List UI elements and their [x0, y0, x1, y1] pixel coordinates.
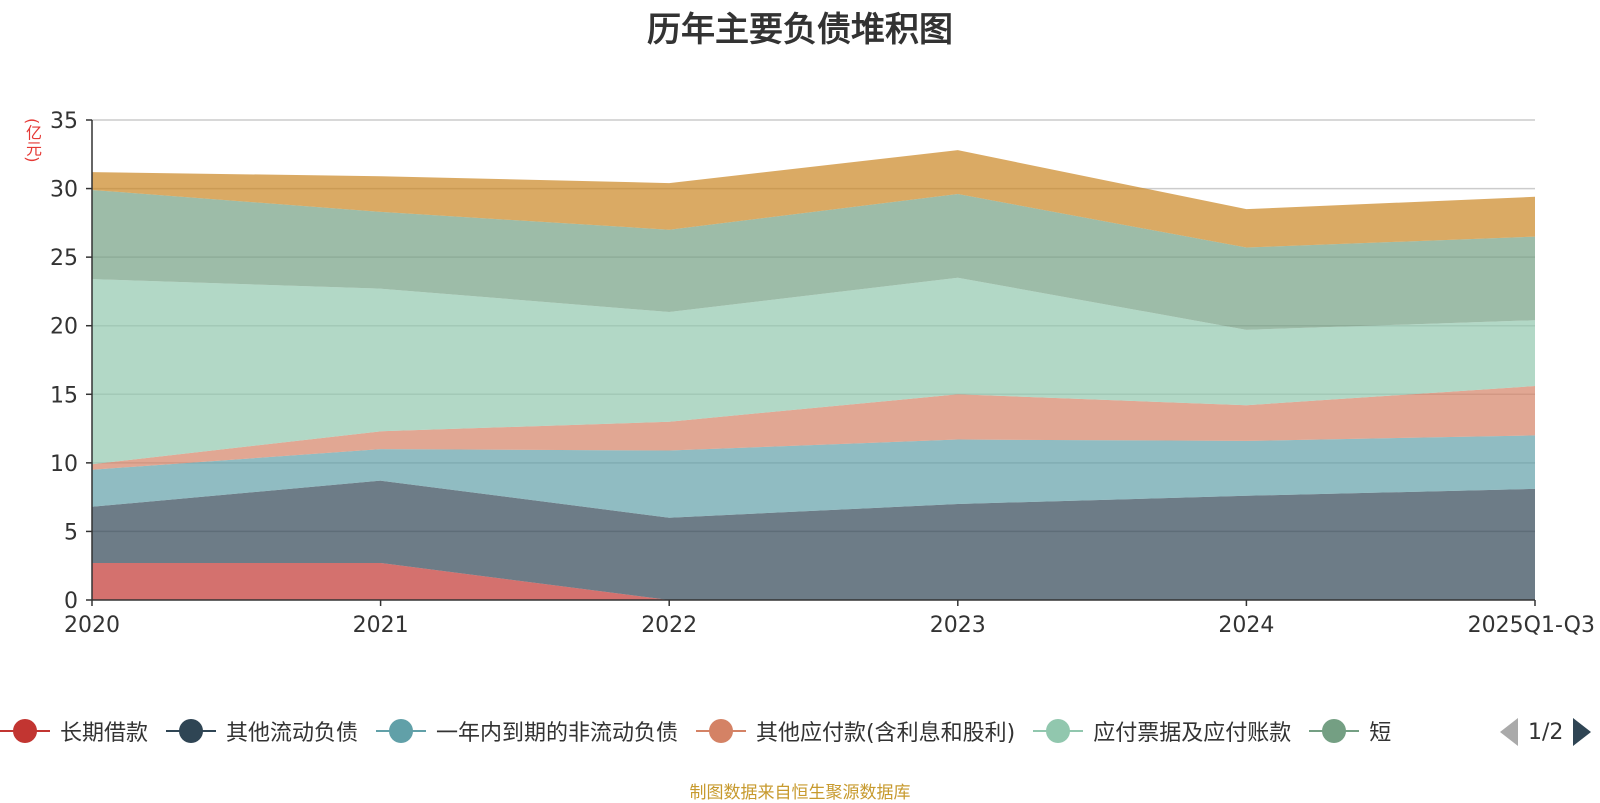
x-tick-label: 2024 — [1218, 613, 1274, 638]
x-tick-labels: 2020 2021 2022 2023 2024 2025Q1-Q3 — [64, 613, 1595, 638]
y-tick-label: 20 — [50, 315, 78, 340]
y-tick-label: 10 — [50, 452, 78, 477]
legend-label: 长期借款 — [60, 721, 149, 746]
legend-label: 应付票据及应付账款 — [1093, 721, 1292, 746]
y-tick-label: 35 — [50, 109, 78, 134]
legend: 长期借款 其他流动负债 一年内到期的非流动负债 其他应付款(含利息和股利) 应付票据及应… — [0, 715, 1480, 749]
legend-item[interactable]: 短 — [1309, 715, 1391, 747]
legend-pager: 1/2 — [1500, 715, 1592, 749]
legend-marker-icon — [376, 718, 427, 744]
area-series-3[interactable] — [92, 435, 1535, 518]
axes — [86, 119, 1536, 606]
y-tick-label: 5 — [64, 520, 78, 545]
stacked-area-chart: 0 5 10 15 20 25 30 35 2020 2021 2022 2023 2024 2025Q… — [50, 109, 1595, 638]
x-tick-label: 2020 — [64, 613, 120, 638]
x-tick-label: 2021 — [353, 613, 409, 638]
legend-item[interactable]: 应付票据及应付账款 — [1033, 715, 1291, 747]
area-series-4[interactable] — [92, 386, 1535, 470]
y-tick-label: 15 — [50, 383, 78, 408]
area-series-6[interactable] — [92, 189, 1535, 330]
legend-item[interactable]: 一年内到期的非流动负债 — [376, 715, 678, 747]
y-tick-label: 25 — [50, 246, 78, 271]
y-axis-unit: (亿元) — [23, 118, 42, 163]
legend-marker-icon — [1309, 718, 1360, 744]
area-layers — [92, 150, 1535, 600]
legend-prev-page-icon[interactable] — [1500, 718, 1518, 746]
legend-marker-icon — [696, 718, 747, 744]
legend-marker-icon — [0, 718, 50, 744]
x-tick-label: 2025Q1-Q3 — [1468, 613, 1595, 638]
y-tick-label: 30 — [50, 178, 78, 203]
legend-marker-icon — [166, 718, 217, 744]
legend-next-page-icon[interactable] — [1573, 718, 1592, 746]
x-tick-label: 2022 — [641, 613, 697, 638]
legend-label: 其他应付款(含利息和股利) — [756, 721, 1016, 746]
area-series-7[interactable] — [92, 150, 1535, 248]
y-tick-label: 0 — [64, 589, 78, 614]
legend-label: 其他流动负债 — [226, 721, 359, 746]
data-source-note: 制图数据来自恒生聚源数据库 — [689, 783, 911, 803]
legend-item[interactable]: 其他流动负债 — [166, 715, 358, 747]
area-series-5[interactable] — [92, 277, 1535, 465]
y-tick-labels: 0 5 10 15 20 25 30 35 — [50, 109, 78, 614]
legend-label: 短 — [1369, 721, 1392, 746]
legend-marker-icon — [1033, 718, 1084, 744]
legend-item[interactable]: 其他应付款(含利息和股利) — [696, 715, 1015, 747]
x-tick-label: 2023 — [930, 613, 986, 638]
legend-label: 一年内到期的非流动负债 — [436, 721, 679, 746]
legend-item[interactable]: 长期借款 — [0, 715, 148, 747]
chart-title: 历年主要负债堆积图 — [647, 10, 953, 50]
area-series-2[interactable] — [92, 480, 1535, 600]
legend-page-number: 1/2 — [1528, 719, 1564, 745]
